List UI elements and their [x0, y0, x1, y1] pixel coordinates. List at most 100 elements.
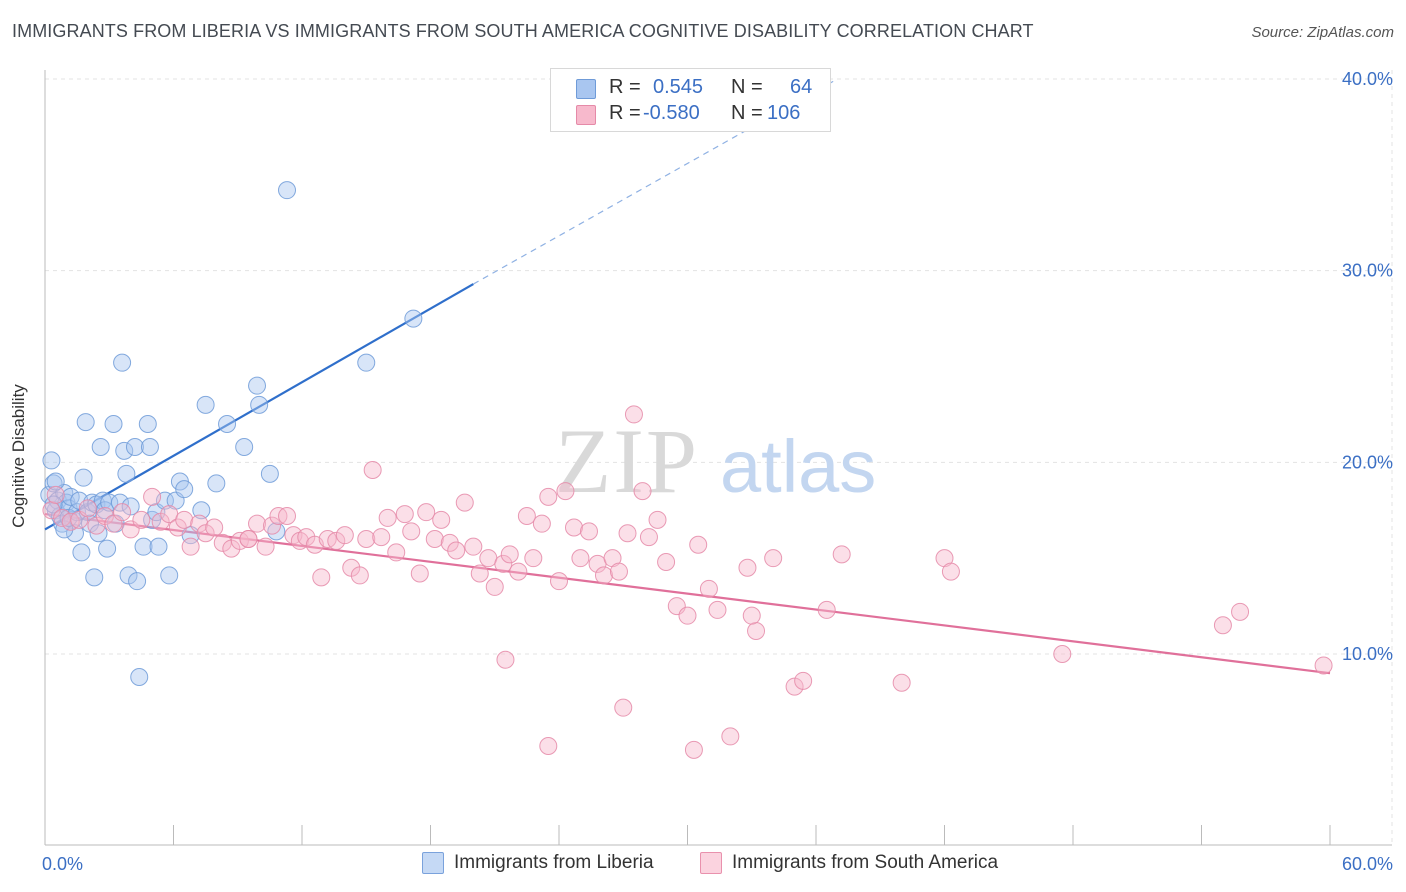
- data-point: [256, 537, 275, 556]
- data-point: [550, 572, 568, 591]
- y-axis-label: Cognitive Disability: [9, 384, 28, 528]
- data-point: [100, 493, 119, 512]
- trend-line-liberia: [44, 283, 474, 531]
- legend-swatch-south-america: [576, 105, 596, 125]
- data-point: [192, 501, 211, 520]
- bottom-legend-swatch-south-america: [700, 852, 722, 874]
- data-point: [689, 535, 708, 554]
- data-point: [447, 541, 466, 560]
- data-point: [65, 524, 84, 543]
- data-point: [721, 727, 740, 746]
- data-point: [387, 543, 406, 562]
- legend-r-value: 0.545: [653, 76, 704, 98]
- data-point: [614, 698, 633, 717]
- data-point: [138, 415, 157, 433]
- y-tick-label: 20.0%: [1342, 452, 1393, 472]
- data-point: [571, 549, 590, 568]
- data-point: [633, 482, 652, 501]
- data-points: [40, 181, 1333, 759]
- data-point: [517, 507, 536, 525]
- data-point: [496, 650, 515, 669]
- bottom-legend-swatch-liberia: [422, 852, 444, 874]
- data-point: [832, 545, 851, 564]
- data-point: [91, 438, 110, 456]
- legend-row-south-america: R = -0.580 N = 106: [551, 102, 830, 128]
- data-point: [539, 737, 558, 755]
- watermark-zip: ZIP: [555, 410, 699, 512]
- legend-swatch-liberia: [576, 79, 596, 99]
- data-point: [196, 395, 215, 414]
- data-point: [648, 510, 667, 529]
- y-tick-label: 10.0%: [1342, 644, 1393, 664]
- data-point: [76, 413, 95, 432]
- data-point: [250, 395, 269, 414]
- axes: [44, 70, 1392, 846]
- data-point: [149, 537, 168, 556]
- chart-title: IMMIGRANTS FROM LIBERIA VS IMMIGRANTS FR…: [12, 21, 1034, 41]
- data-point: [417, 503, 436, 522]
- data-point: [699, 579, 718, 598]
- data-point: [470, 564, 489, 583]
- data-point: [132, 510, 151, 529]
- data-point: [74, 468, 93, 487]
- data-point: [218, 415, 237, 433]
- data-point: [378, 508, 397, 527]
- data-point: [205, 518, 224, 537]
- data-point: [130, 668, 149, 686]
- data-point: [402, 522, 421, 541]
- x-tick-label: 0.0%: [42, 854, 83, 874]
- data-point: [556, 482, 575, 501]
- data-point: [1053, 645, 1072, 663]
- bottom-legend-label: Immigrants from South America: [732, 852, 999, 873]
- data-point: [85, 568, 104, 587]
- data-point: [579, 522, 598, 541]
- data-point: [657, 553, 676, 571]
- data-point: [117, 464, 136, 483]
- data-point: [404, 309, 423, 328]
- series-liberia: [40, 181, 423, 686]
- data-point: [794, 671, 813, 690]
- data-point: [494, 554, 513, 573]
- data-point: [113, 353, 132, 372]
- data-point: [190, 514, 209, 533]
- data-point: [464, 537, 483, 556]
- data-point: [113, 503, 132, 522]
- data-point: [708, 600, 727, 619]
- data-point: [1231, 602, 1250, 621]
- data-point: [618, 524, 637, 543]
- legend-r-label: R =: [609, 76, 641, 98]
- legend-row-liberia: R = 0.545 N = 64: [551, 76, 830, 102]
- data-point: [46, 485, 65, 504]
- data-point: [747, 622, 766, 640]
- data-point: [239, 530, 258, 548]
- legend-n-value: 64: [790, 76, 813, 98]
- data-point: [143, 487, 162, 506]
- data-point: [55, 520, 74, 539]
- data-point: [263, 516, 282, 535]
- data-point: [312, 568, 331, 587]
- data-point: [500, 545, 519, 564]
- data-point: [115, 441, 134, 460]
- tick-labels: 10.0% 20.0% 30.0% 40.0% 0.0% 60.0%: [42, 69, 1393, 874]
- data-point: [432, 510, 451, 529]
- data-point: [61, 487, 80, 506]
- y-tick-label: 40.0%: [1342, 69, 1393, 89]
- series-south-america: [42, 405, 1333, 759]
- legend-n-value: 106: [767, 102, 801, 124]
- data-point: [485, 577, 504, 596]
- legend-r-value: -0.580: [643, 102, 700, 124]
- data-point: [425, 530, 444, 548]
- data-point: [140, 438, 159, 456]
- data-point: [532, 514, 551, 533]
- data-point: [134, 537, 153, 556]
- data-point: [357, 530, 376, 548]
- data-point: [509, 562, 528, 581]
- legend-n-label: N =: [731, 76, 763, 98]
- data-point: [738, 558, 757, 577]
- data-point: [941, 562, 960, 581]
- data-point: [260, 464, 279, 483]
- source-credit: Source: ZipAtlas.com: [1251, 24, 1394, 41]
- trend-line-liberia-extension: [473, 78, 838, 285]
- data-point: [609, 562, 628, 581]
- data-point: [42, 451, 61, 470]
